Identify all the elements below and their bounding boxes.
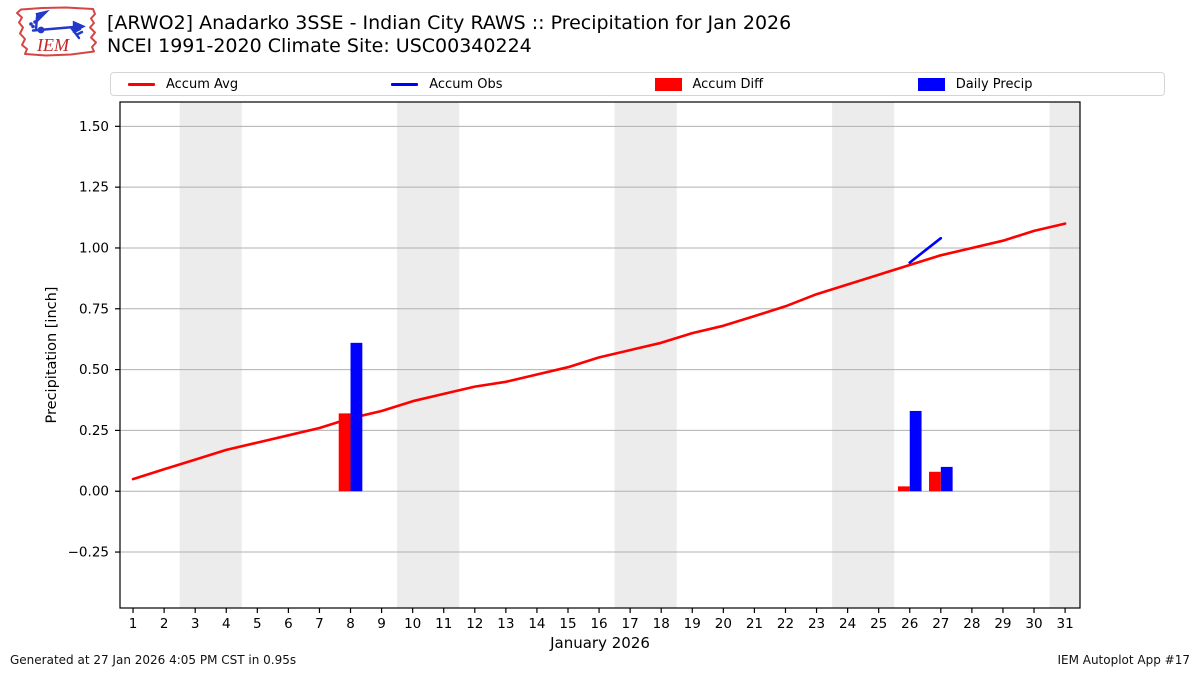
svg-text:30: 30 — [1025, 616, 1042, 632]
svg-text:24: 24 — [839, 616, 856, 632]
svg-text:5: 5 — [253, 616, 262, 632]
svg-text:31: 31 — [1056, 616, 1073, 632]
svg-text:0.00: 0.00 — [79, 484, 109, 500]
daily-precip-bar — [350, 342, 363, 492]
plot-border — [119, 101, 1081, 609]
svg-text:0.75: 0.75 — [79, 301, 109, 317]
svg-text:2: 2 — [160, 616, 169, 632]
chart-title: [ARWO2] Anadarko 3SSE - Indian City RAWS… — [107, 12, 792, 34]
y-axis-label: Precipitation [inch] — [44, 287, 60, 424]
daily-precip-bar — [940, 466, 953, 492]
svg-text:20: 20 — [715, 616, 732, 632]
svg-text:16: 16 — [590, 616, 607, 632]
svg-text:0.25: 0.25 — [79, 423, 109, 439]
svg-text:21: 21 — [746, 616, 763, 632]
x-axis-ticks: 1 2 3 4 5 6 7 8 9 10 11 12 13 14 15 16 17 18 19 20 21 22 23 24 2… — [129, 608, 1074, 632]
svg-text:14: 14 — [528, 616, 545, 632]
legend-item-daily-precip: Daily Precip — [901, 77, 1164, 92]
svg-text:8: 8 — [346, 616, 355, 632]
svg-text:10: 10 — [404, 616, 421, 632]
accum-diff-patch-swatch — [654, 77, 682, 91]
daily-precip-patch-swatch — [917, 77, 945, 91]
iem-logo-text: IEM — [36, 35, 70, 55]
daily-precip-bar — [909, 410, 922, 492]
svg-text:11: 11 — [435, 616, 452, 632]
accum-diff-bar — [338, 413, 351, 492]
legend-item-accum-obs: Accum Obs — [374, 77, 637, 92]
accum-avg-line — [131, 222, 1067, 481]
svg-text:6: 6 — [284, 616, 293, 632]
svg-text:1.25: 1.25 — [79, 180, 109, 196]
svg-text:1: 1 — [129, 616, 138, 632]
svg-text:0.50: 0.50 — [79, 362, 109, 378]
legend-item-accum-avg: Accum Avg — [111, 77, 374, 92]
app-credit: IEM Autoplot App #17 — [1057, 653, 1190, 667]
svg-text:3: 3 — [191, 616, 200, 632]
svg-text:12: 12 — [466, 616, 483, 632]
svg-text:29: 29 — [994, 616, 1011, 632]
svg-text:7: 7 — [315, 616, 324, 632]
accum-obs-line — [908, 236, 943, 264]
accum-obs-line-swatch — [391, 82, 419, 86]
svg-text:15: 15 — [559, 616, 576, 632]
svg-text:1.50: 1.50 — [79, 119, 109, 135]
svg-text:1.00: 1.00 — [79, 240, 109, 256]
accum-diff-bars — [338, 413, 941, 492]
svg-text:23: 23 — [808, 616, 825, 632]
chart-legend: Accum Avg Accum Obs Accum Diff Daily Pre… — [110, 72, 1165, 96]
x-axis-label: January 2026 — [549, 634, 650, 652]
svg-text:19: 19 — [684, 616, 701, 632]
weekend-shading — [179, 102, 1080, 608]
legend-label: Accum Diff — [692, 76, 764, 92]
weather-vane-icon — [29, 9, 86, 40]
accum-diff-bar — [897, 486, 910, 492]
svg-text:22: 22 — [777, 616, 794, 632]
svg-text:18: 18 — [653, 616, 670, 632]
accum-diff-bar — [929, 471, 941, 492]
chart-subtitle: NCEI 1991-2020 Climate Site: USC00340224 — [107, 35, 532, 57]
legend-item-accum-diff: Accum Diff — [638, 77, 901, 92]
svg-text:27: 27 — [932, 616, 949, 632]
generated-timestamp: Generated at 27 Jan 2026 4:05 PM CST in … — [10, 653, 297, 667]
svg-text:17: 17 — [622, 616, 639, 632]
svg-text:4: 4 — [222, 616, 231, 632]
legend-label: Accum Obs — [429, 76, 503, 92]
y-axis-ticks: −0.25 0.00 0.25 0.50 0.75 1.00 1.25 1.50 — [68, 119, 120, 561]
svg-text:26: 26 — [901, 616, 918, 632]
legend-label: Daily Precip — [955, 76, 1033, 92]
accum-avg-line-swatch — [128, 82, 155, 86]
iowa-state-outline — [16, 6, 97, 57]
svg-text:9: 9 — [377, 616, 386, 632]
legend-label: Accum Avg — [166, 76, 239, 92]
iem-logo-graphic: IEM — [16, 6, 97, 57]
svg-text:25: 25 — [870, 616, 887, 632]
svg-text:13: 13 — [497, 616, 514, 632]
svg-text:28: 28 — [963, 616, 980, 632]
iem-logo: IEM — [10, 4, 102, 64]
svg-text:−0.25: −0.25 — [68, 545, 109, 561]
daily-precip-bars — [350, 342, 953, 492]
chart-header: [ARWO2] Anadarko 3SSE - Indian City RAWS… — [107, 12, 791, 58]
